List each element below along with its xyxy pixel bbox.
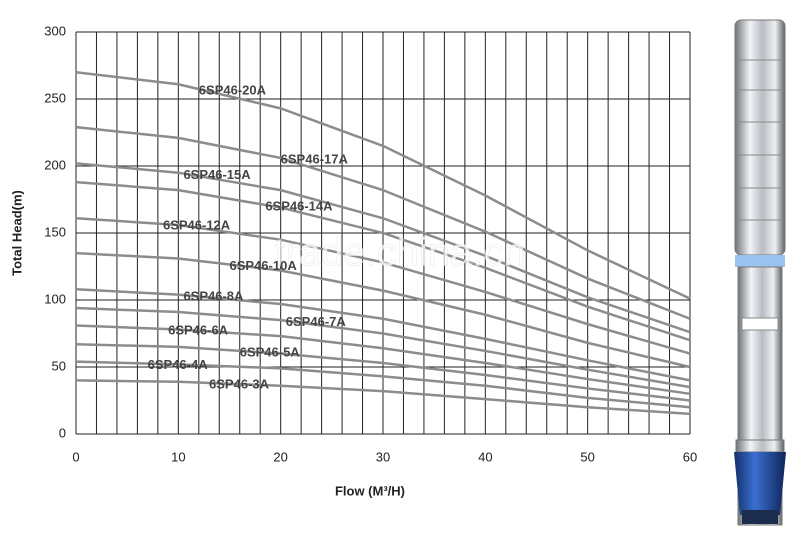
curve xyxy=(75,360,691,409)
watermark: trade.china.cn xyxy=(274,231,525,275)
curve-label: 6SP46-3A xyxy=(209,376,270,391)
curve xyxy=(75,180,691,342)
x-tick-label: 0 xyxy=(72,449,79,464)
curve-label: 6SP46-20A xyxy=(199,83,267,98)
curve-label: 6SP46-10A xyxy=(230,258,298,273)
x-tick-label: 60 xyxy=(683,449,697,464)
x-tick-label: 40 xyxy=(478,449,492,464)
curve xyxy=(75,288,691,382)
y-tick-label: 50 xyxy=(52,358,66,373)
curve xyxy=(75,306,691,389)
y-tick-label: 250 xyxy=(44,90,66,105)
curve-label: 6SP46-4A xyxy=(148,357,209,372)
y-tick-label: 200 xyxy=(44,157,66,172)
curve-label: 6SP46-7A xyxy=(286,314,347,329)
curve xyxy=(75,379,691,416)
y-axis-label: Total Head(m) xyxy=(9,190,24,276)
x-tick-label: 30 xyxy=(376,449,390,464)
pump-image xyxy=(734,19,786,526)
curve-label: 6SP46-15A xyxy=(183,167,251,182)
x-tick-label: 20 xyxy=(273,449,287,464)
x-tick-label: 10 xyxy=(171,449,185,464)
curve xyxy=(75,162,691,334)
curves xyxy=(75,70,691,416)
y-tick-label: 300 xyxy=(44,23,66,38)
curve-label: 6SP46-6A xyxy=(168,323,229,338)
y-tick-label: 0 xyxy=(59,425,66,440)
curve-label: 6SP46-14A xyxy=(265,198,333,213)
curve-label: 6SP46-5A xyxy=(240,344,301,359)
curve xyxy=(75,342,691,402)
y-tick-label: 100 xyxy=(44,291,66,306)
curve xyxy=(75,217,691,355)
curve xyxy=(75,70,691,300)
curve-label: 6SP46-12A xyxy=(163,217,231,232)
y-tick-label: 150 xyxy=(44,224,66,239)
curve xyxy=(75,251,691,369)
x-tick-label: 50 xyxy=(580,449,594,464)
curve-label: 6SP46-8A xyxy=(183,289,244,304)
curve xyxy=(75,324,691,396)
x-axis-label: Flow (M³/H) xyxy=(335,483,405,498)
curve xyxy=(75,125,691,320)
curve-label: 6SP46-17A xyxy=(281,151,349,166)
